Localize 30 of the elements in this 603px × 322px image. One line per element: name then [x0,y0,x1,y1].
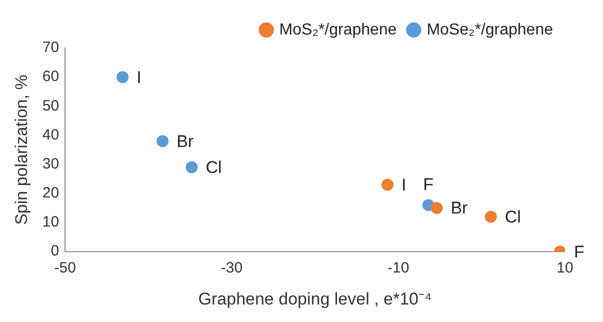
annotation: I [402,175,406,194]
annotation: Br [176,132,194,151]
point [430,202,443,214]
y-tick-label: 50 [42,97,60,114]
point [484,210,497,223]
x-tick-label: -10 [388,260,410,277]
legend-label: MoS₂*/graphene [279,21,397,38]
annotation: F [574,242,584,262]
point [156,135,169,148]
legend-label: MoSe₂*/graphene [426,21,554,38]
annotation: I [136,68,142,87]
annotation: Br [450,198,468,218]
y-tick-label: 30 [42,155,60,172]
y-tick-label: 0 [50,242,60,260]
y-axis-title: Spin polarization, % [12,74,31,225]
x-tick-label: 10 [556,260,574,277]
y-tick-label: 10 [42,214,60,231]
y-tick-label: 40 [42,126,60,144]
x-tick-label: -30 [220,260,243,277]
point [382,178,394,191]
y-tick-label: 60 [42,68,60,86]
annotation: F [423,174,434,194]
point [186,161,198,174]
annotation: Cl [206,158,222,177]
point [116,71,129,84]
annotation: Cl [504,207,521,226]
x-tick-label: -50 [54,260,76,277]
y-tick-label: 20 [42,184,60,202]
y-tick-label: 70 [42,39,60,56]
x-axis-title: Graphene doping level , e*10⁻⁴ [198,289,432,308]
